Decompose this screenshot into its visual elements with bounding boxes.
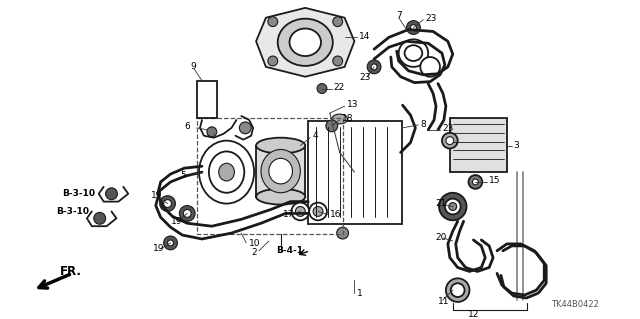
Ellipse shape — [451, 283, 465, 297]
Text: 19: 19 — [170, 217, 182, 226]
Text: 2: 2 — [251, 248, 257, 257]
Ellipse shape — [261, 150, 300, 193]
Ellipse shape — [468, 175, 483, 189]
Text: 7: 7 — [396, 11, 401, 20]
Ellipse shape — [332, 114, 348, 124]
Ellipse shape — [219, 163, 234, 181]
Text: 20: 20 — [435, 233, 447, 241]
Bar — [308, 121, 402, 224]
Ellipse shape — [256, 138, 305, 153]
Text: 10: 10 — [249, 239, 260, 249]
Text: 23: 23 — [425, 14, 436, 23]
Text: 23: 23 — [359, 73, 371, 82]
Text: 21: 21 — [435, 199, 447, 208]
Text: 6: 6 — [184, 122, 190, 131]
Ellipse shape — [439, 193, 467, 220]
Text: 15: 15 — [489, 176, 500, 185]
Text: 1: 1 — [357, 289, 363, 298]
Ellipse shape — [296, 206, 305, 216]
Text: 9: 9 — [190, 63, 196, 71]
Ellipse shape — [442, 133, 458, 149]
Bar — [197, 81, 217, 118]
Ellipse shape — [337, 227, 349, 239]
Ellipse shape — [199, 141, 254, 204]
Text: 8: 8 — [420, 120, 426, 130]
Ellipse shape — [445, 199, 461, 214]
Ellipse shape — [333, 17, 342, 26]
Ellipse shape — [289, 28, 321, 56]
Ellipse shape — [472, 179, 478, 185]
Text: 16: 16 — [330, 210, 341, 219]
Text: 19: 19 — [151, 191, 163, 200]
Text: 11: 11 — [438, 297, 449, 307]
Ellipse shape — [179, 205, 195, 221]
Text: 3: 3 — [514, 141, 520, 150]
Text: 14: 14 — [359, 32, 371, 41]
Text: 22: 22 — [334, 83, 345, 92]
Ellipse shape — [291, 203, 309, 220]
Ellipse shape — [313, 206, 323, 216]
Text: 23: 23 — [442, 124, 453, 133]
Text: FR.: FR. — [60, 265, 81, 278]
Ellipse shape — [268, 17, 278, 26]
Polygon shape — [256, 8, 355, 77]
Ellipse shape — [406, 21, 420, 34]
Ellipse shape — [269, 158, 292, 184]
Text: B-3-10: B-3-10 — [62, 189, 95, 198]
Text: TK44B0422: TK44B0422 — [551, 300, 599, 309]
Ellipse shape — [410, 25, 417, 31]
Ellipse shape — [333, 56, 342, 66]
Ellipse shape — [168, 240, 173, 246]
Ellipse shape — [404, 45, 422, 61]
Text: 18: 18 — [342, 114, 353, 122]
Ellipse shape — [239, 122, 251, 134]
Bar — [256, 145, 305, 197]
Ellipse shape — [278, 19, 333, 66]
Ellipse shape — [268, 56, 278, 66]
Ellipse shape — [207, 127, 217, 137]
Text: 19: 19 — [153, 244, 164, 253]
Ellipse shape — [367, 60, 381, 74]
Ellipse shape — [164, 200, 172, 208]
Ellipse shape — [106, 188, 117, 200]
Ellipse shape — [317, 84, 327, 93]
Ellipse shape — [420, 57, 440, 77]
Bar — [450, 118, 507, 172]
Ellipse shape — [256, 189, 305, 204]
Ellipse shape — [94, 212, 106, 224]
Text: B-3-10: B-3-10 — [56, 207, 90, 216]
Ellipse shape — [326, 120, 338, 132]
Ellipse shape — [309, 203, 327, 220]
Ellipse shape — [446, 137, 454, 145]
Text: 12: 12 — [468, 310, 479, 319]
Ellipse shape — [160, 196, 175, 211]
Ellipse shape — [446, 278, 470, 302]
Text: 17: 17 — [283, 210, 294, 219]
Text: 13: 13 — [346, 100, 358, 109]
Text: 4: 4 — [312, 131, 317, 140]
Ellipse shape — [183, 210, 191, 217]
Ellipse shape — [164, 236, 177, 250]
Text: 5: 5 — [180, 171, 186, 180]
Ellipse shape — [371, 64, 377, 70]
Ellipse shape — [209, 152, 244, 193]
Ellipse shape — [399, 39, 428, 67]
Bar — [197, 118, 342, 234]
Text: B-4-1: B-4-1 — [276, 246, 303, 255]
Ellipse shape — [449, 203, 457, 211]
